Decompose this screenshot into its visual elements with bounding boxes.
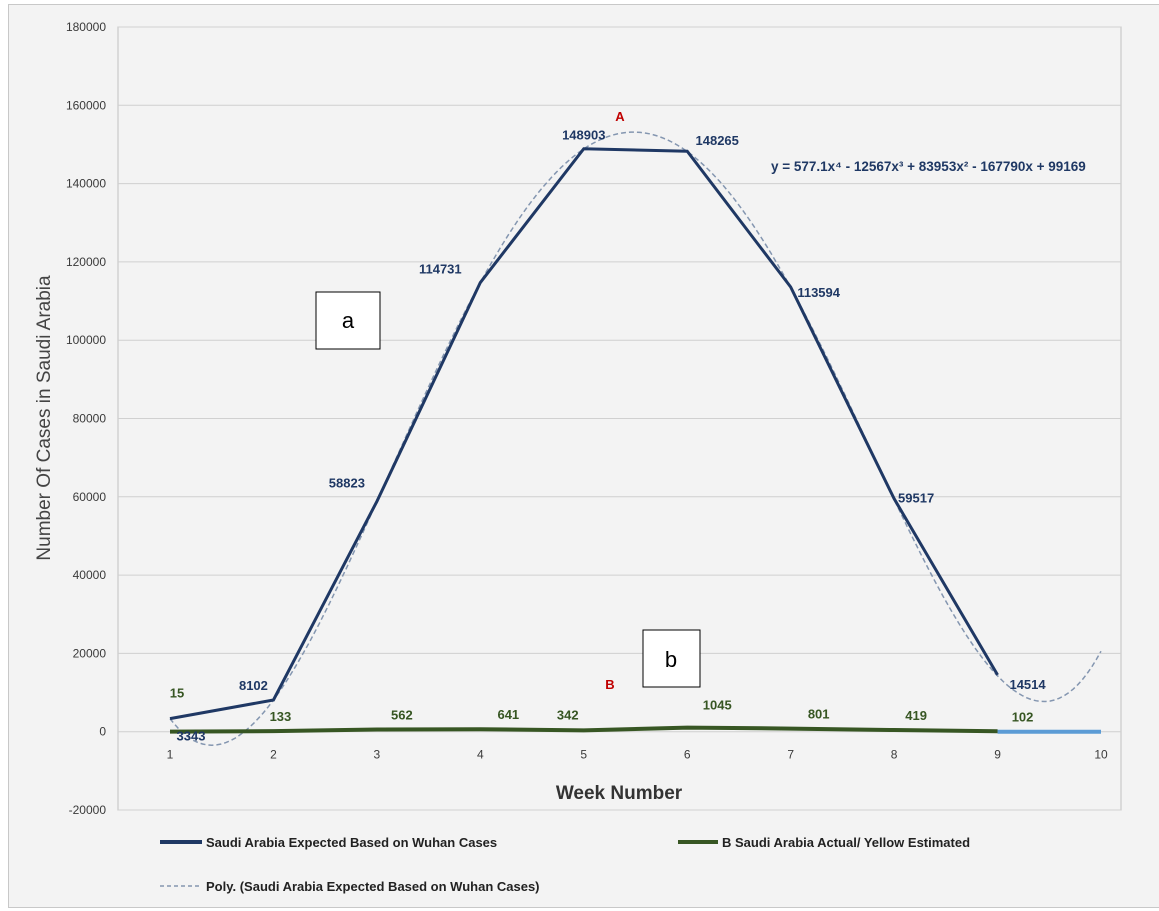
data-label-actual: 562 [391, 707, 413, 722]
legend-item-expected: Saudi Arabia Expected Based on Wuhan Cas… [160, 835, 497, 850]
y-tick-label: 180000 [66, 20, 106, 34]
y-tick-label: 60000 [73, 490, 107, 504]
y-tick-label: 20000 [73, 646, 107, 660]
data-label-actual: 15 [170, 686, 184, 701]
x-tick-label: 8 [891, 748, 898, 762]
data-label-actual: 641 [497, 707, 519, 722]
y-tick-label: 160000 [66, 98, 106, 112]
legend-label-expected: Saudi Arabia Expected Based on Wuhan Cas… [206, 835, 497, 850]
series-lines [169, 131, 1102, 746]
x-tick-label: 4 [477, 748, 484, 762]
data-labels: 3343 8102 58823 114731 148903 148265 113594 595… [170, 128, 1047, 744]
annotation-box-b-text: b [665, 647, 677, 672]
legend-label-poly: Poly. (Saudi Arabia Expected Based on Wu… [206, 879, 540, 894]
data-label-expected: 59517 [898, 491, 934, 506]
data-label-actual: 1045 [703, 698, 732, 713]
data-label-expected: 3343 [177, 729, 206, 744]
legend-item-poly: Poly. (Saudi Arabia Expected Based on Wu… [160, 879, 540, 894]
y-axis-tick-labels: -20000 0 20000 40000 60000 80000 100000 120000 1… [66, 20, 106, 817]
x-tick-label: 1 [167, 748, 174, 762]
data-label-expected: 14514 [1009, 677, 1046, 692]
annotation-A: A [615, 109, 625, 124]
data-label-expected: 8102 [239, 678, 268, 693]
x-tick-label: 9 [994, 748, 1001, 762]
x-tick-label: 10 [1094, 748, 1108, 762]
y-tick-label: 120000 [66, 255, 106, 269]
data-label-expected: 113594 [797, 285, 840, 300]
x-axis-tick-labels: 1 2 3 4 5 6 7 8 9 10 [167, 748, 1108, 762]
data-label-actual: 419 [905, 708, 927, 723]
x-tick-label: 7 [787, 748, 794, 762]
legend-label-actual: B Saudi Arabia Actual/ Yellow Estimated [722, 835, 970, 850]
trendline-equation: y = 577.1x⁴ - 12567x³ + 83953x² - 167790… [771, 159, 1086, 174]
series-actual-line [169, 725, 998, 734]
annotation-box-a: a [315, 291, 381, 350]
annotation-B: B [605, 677, 614, 692]
data-label-expected: 148903 [562, 128, 605, 143]
x-tick-label: 2 [270, 748, 277, 762]
legend-item-actual: B Saudi Arabia Actual/ Yellow Estimated [678, 835, 970, 850]
y-tick-label: -20000 [69, 803, 107, 817]
x-tick-label: 5 [580, 748, 587, 762]
y-tick-label: 100000 [66, 333, 106, 347]
data-label-expected: 114731 [419, 262, 462, 277]
x-axis-title: Week Number [556, 783, 683, 804]
y-tick-label: 40000 [73, 568, 107, 582]
data-label-expected: 58823 [329, 475, 365, 490]
annotation-box-a-text: a [342, 308, 355, 333]
data-label-expected: 148265 [696, 133, 739, 148]
data-label-actual: 801 [808, 707, 830, 722]
y-tick-label: 140000 [66, 177, 106, 191]
data-label-actual: 133 [270, 709, 292, 724]
legend: Saudi Arabia Expected Based on Wuhan Cas… [160, 835, 970, 894]
y-tick-label: 80000 [73, 412, 107, 426]
x-tick-label: 6 [684, 748, 691, 762]
poly-trendline [169, 131, 1102, 746]
x-tick-label: 3 [374, 748, 381, 762]
series-expected-line [169, 147, 999, 721]
annotation-box-b: b [642, 629, 701, 688]
y-tick-label: 0 [99, 725, 106, 739]
y-axis-title: Number Of Cases in Saudi Arabia [34, 275, 55, 561]
data-label-actual: 102 [1012, 709, 1034, 724]
data-label-actual: 342 [557, 707, 579, 722]
